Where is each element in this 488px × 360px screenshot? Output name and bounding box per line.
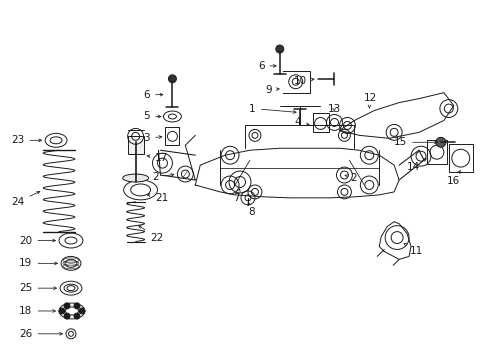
Text: 12: 12 bbox=[363, 93, 376, 108]
Text: 24: 24 bbox=[11, 192, 40, 207]
Bar bbox=[127, 136, 143, 154]
Text: 25: 25 bbox=[19, 283, 56, 293]
Text: 7: 7 bbox=[233, 189, 240, 203]
Circle shape bbox=[275, 45, 283, 53]
Circle shape bbox=[59, 308, 65, 314]
Text: 6: 6 bbox=[257, 61, 276, 71]
Circle shape bbox=[64, 303, 70, 309]
Bar bbox=[165, 127, 179, 145]
Text: 2: 2 bbox=[152, 172, 173, 182]
Text: 15: 15 bbox=[393, 137, 436, 147]
Text: 2: 2 bbox=[345, 173, 357, 183]
Text: 22: 22 bbox=[139, 226, 163, 243]
Bar bbox=[448, 144, 472, 172]
Text: 21: 21 bbox=[147, 193, 168, 203]
Text: 18: 18 bbox=[19, 306, 55, 316]
Bar bbox=[312, 113, 328, 132]
Text: 17: 17 bbox=[147, 153, 168, 163]
Circle shape bbox=[74, 313, 80, 319]
Text: 23: 23 bbox=[11, 135, 41, 145]
Text: 26: 26 bbox=[19, 329, 62, 339]
Text: 8: 8 bbox=[247, 203, 254, 217]
Text: 5: 5 bbox=[143, 112, 161, 121]
Text: 9: 9 bbox=[264, 85, 279, 95]
Text: 20: 20 bbox=[19, 235, 55, 246]
Circle shape bbox=[74, 303, 80, 309]
Text: 10: 10 bbox=[293, 76, 313, 86]
Text: 6: 6 bbox=[143, 90, 163, 100]
Bar bbox=[426, 140, 446, 164]
Text: 1: 1 bbox=[249, 104, 295, 113]
Circle shape bbox=[64, 313, 70, 319]
Text: 19: 19 bbox=[19, 258, 57, 268]
Ellipse shape bbox=[122, 174, 148, 182]
Text: 4: 4 bbox=[294, 117, 308, 127]
Text: 14: 14 bbox=[406, 159, 426, 172]
Circle shape bbox=[168, 75, 176, 83]
Text: 11: 11 bbox=[403, 243, 422, 256]
Text: 16: 16 bbox=[446, 171, 459, 186]
Circle shape bbox=[79, 308, 85, 314]
Circle shape bbox=[435, 137, 445, 147]
Text: 3: 3 bbox=[143, 133, 162, 143]
Text: 13: 13 bbox=[327, 104, 340, 113]
